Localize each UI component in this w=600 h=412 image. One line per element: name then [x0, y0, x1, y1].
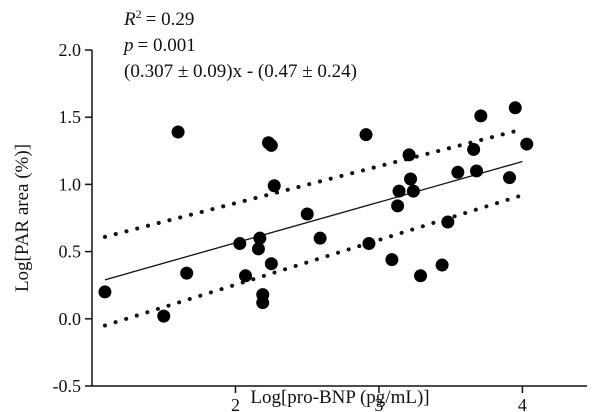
data-point	[404, 173, 417, 186]
data-point	[407, 185, 420, 198]
data-point	[509, 101, 522, 114]
y-tick-label: 0.0	[59, 309, 82, 329]
data-point	[441, 216, 454, 229]
data-point	[256, 296, 269, 309]
data-point	[393, 185, 406, 198]
data-point	[172, 125, 185, 138]
regression-equation: (0.307 ± 0.09)x - (0.47 ± 0.24)	[124, 61, 357, 82]
data-point	[362, 237, 375, 250]
data-point	[503, 171, 516, 184]
data-point	[265, 257, 278, 270]
data-point	[98, 285, 111, 298]
data-point	[470, 164, 483, 177]
data-point	[414, 269, 427, 282]
data-point	[301, 207, 314, 220]
data-point	[385, 253, 398, 266]
data-point	[403, 148, 416, 161]
p-value-annotation: p = 0.001	[122, 35, 196, 56]
y-tick-label: 1.5	[59, 107, 82, 127]
data-point	[265, 139, 278, 152]
data-point	[474, 109, 487, 122]
data-point	[391, 199, 404, 212]
data-point	[253, 232, 266, 245]
data-points	[98, 101, 533, 322]
y-tick-label: -0.5	[53, 376, 82, 396]
confidence-band	[105, 129, 523, 325]
data-point	[180, 267, 193, 280]
data-point	[436, 259, 449, 272]
y-axis-title: Log[PAR area (%)]	[12, 144, 33, 292]
data-point	[360, 128, 373, 141]
data-point	[520, 138, 533, 151]
x-axis-title: Log[pro-BNP (pg/mL)]	[250, 387, 429, 408]
data-point	[268, 179, 281, 192]
y-tick-label: 1.0	[59, 174, 82, 194]
data-point	[233, 237, 246, 250]
data-point	[451, 166, 464, 179]
x-tick-label: 4	[518, 395, 527, 412]
r2-annotation: R2 = 0.29	[123, 7, 194, 30]
axes: -0.50.00.51.01.52.02 3 4	[53, 40, 588, 412]
y-tick-label: 0.5	[59, 242, 82, 262]
r2-value: = 0.29	[146, 9, 195, 30]
annotation-block: R2 = 0.29 p = 0.001 (0.307 ± 0.09)x - (0.4…	[122, 7, 357, 82]
data-point	[467, 143, 480, 156]
data-point	[314, 232, 327, 245]
p-value: = 0.001	[138, 35, 196, 56]
data-point	[239, 269, 252, 282]
y-tick-label: 2.0	[59, 40, 82, 60]
data-point	[157, 310, 170, 323]
x-tick-label: 2	[231, 395, 240, 412]
